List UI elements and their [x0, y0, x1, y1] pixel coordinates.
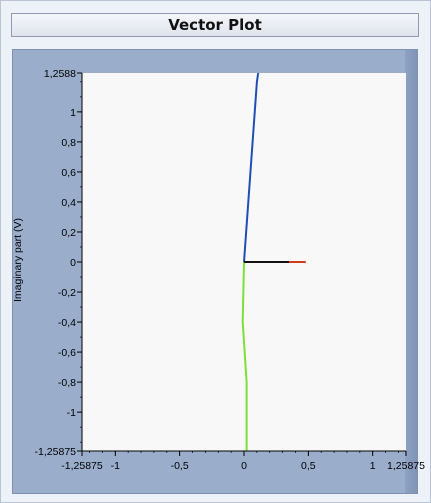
y-tick-label: 0,4	[61, 197, 76, 209]
x-tick-label: -0,5	[171, 460, 189, 472]
y-tick-label: 0,8	[61, 137, 76, 149]
series-layer	[241, 72, 306, 451]
x-tick-label: 0	[241, 460, 247, 472]
y-tick-label: -0,4	[58, 317, 76, 329]
x-tick-label: 1,25875	[387, 460, 425, 472]
series-line-1	[241, 261, 248, 451]
frame-shade	[405, 50, 417, 493]
x-tick-label: -1	[111, 460, 120, 472]
x-tick-label: -1,25875	[61, 460, 103, 472]
y-tick-label: -1	[67, 407, 76, 419]
y-tick-label: 1,2588	[44, 68, 76, 80]
y-tick-label: 0	[70, 257, 76, 269]
y-tick-label: -0,2	[58, 287, 76, 299]
y-tick-label: -1,25875	[35, 446, 77, 458]
x-tick-label: 0,5	[301, 460, 316, 472]
y-tick-label: -0,8	[58, 377, 76, 389]
series-line-0	[243, 72, 260, 263]
y-tick-label: -0,6	[58, 347, 76, 359]
y-axis-title: Imaginary part (V)	[12, 218, 24, 302]
chart-title: Vector Plot	[11, 13, 419, 37]
y-tick-label: 0,6	[61, 167, 76, 179]
axis-layer: 1,2588 1 0,8 0,6 0,4 0,2 0 -0,2 -0,4 -0,6 -0,8 -1 -1…	[35, 68, 426, 472]
y-tick-label: 0,2	[61, 227, 76, 239]
x-tick-label: 1	[370, 460, 376, 472]
y-tick-label: 1	[70, 107, 76, 119]
